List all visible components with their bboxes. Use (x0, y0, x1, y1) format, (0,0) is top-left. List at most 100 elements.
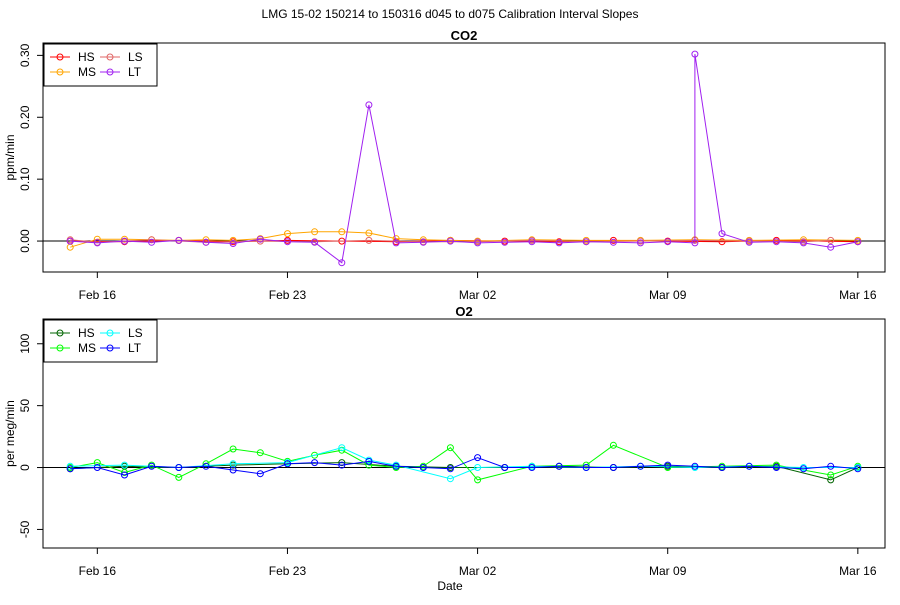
co2-panel: CO2 ppm/min 0.00 0.10 0.20 0.30 Feb 16 Feb 23 Ma… (3, 28, 886, 302)
data-point (229, 445, 237, 453)
data-point (718, 238, 726, 246)
data-point (365, 457, 373, 465)
data-point (175, 464, 183, 471)
x-tick-label: Mar 16 (839, 288, 877, 302)
data-point (148, 238, 156, 246)
data-point (501, 464, 509, 471)
data-point (419, 238, 427, 246)
data-point (609, 441, 617, 449)
data-point (582, 464, 590, 471)
data-point (745, 238, 753, 246)
data-point (691, 462, 699, 470)
data-point (93, 464, 101, 471)
x-tick-label: Mar 16 (839, 564, 877, 578)
y-axis-label: ppm/min (3, 134, 17, 180)
x-tick-label: Feb 23 (269, 288, 307, 302)
legend-box (43, 319, 158, 363)
data-point (474, 464, 482, 471)
legend-swatch-marker (56, 329, 64, 337)
y-tick-label: 0.10 (18, 167, 32, 191)
data-point (637, 462, 644, 470)
data-point (772, 464, 780, 471)
data-point (827, 476, 835, 484)
legend-swatch-marker (106, 344, 114, 352)
data-point (93, 239, 101, 247)
data-point (772, 238, 780, 246)
data-point (66, 465, 74, 473)
data-point (365, 229, 373, 237)
data-point (446, 475, 454, 483)
y-tick-label: -50 (18, 520, 32, 538)
data-point (202, 462, 210, 470)
y-tick-label: 50 (18, 399, 32, 413)
legend-swatch-marker (106, 329, 114, 337)
data-point (338, 444, 346, 452)
legend-entry-label: MS (78, 65, 96, 79)
y-tick-label: 100 (18, 333, 32, 353)
data-point (609, 238, 617, 246)
legend-entry-label: LT (128, 65, 142, 79)
data-point (419, 464, 427, 471)
data-point (800, 465, 807, 473)
data-point (121, 461, 128, 469)
data-point (528, 238, 536, 246)
legend-entry-label: MS (78, 341, 96, 355)
data-point (501, 238, 509, 246)
data-point (256, 470, 264, 478)
data-point (691, 239, 699, 247)
data-point (446, 465, 454, 473)
data-point (229, 466, 237, 474)
data-point (256, 237, 264, 245)
panel-title: CO2 (451, 28, 478, 43)
data-point (582, 461, 590, 469)
y-tick-label: 0.30 (18, 43, 32, 67)
series-line-ls (70, 239, 831, 243)
plot-frame (42, 42, 886, 273)
data-point (474, 476, 482, 484)
data-point (555, 462, 563, 470)
data-point (365, 236, 373, 244)
data-point (311, 459, 319, 467)
legend-entry-label: LS (128, 326, 143, 340)
x-tick-label: Mar 02 (459, 564, 497, 578)
data-point (66, 462, 74, 470)
data-point (121, 471, 128, 479)
x-tick-label: Feb 16 (79, 288, 117, 302)
data-point (664, 461, 672, 469)
data-point (338, 461, 346, 469)
legend: HS LS MS LT (43, 319, 158, 363)
data-point (718, 230, 726, 238)
legend-entry-label: LS (128, 50, 143, 64)
data-point (121, 235, 128, 243)
legend-entry-label: HS (78, 326, 95, 340)
legend-entry-label: HS (78, 50, 95, 64)
data-point (772, 461, 780, 469)
x-tick-label: Mar 02 (459, 288, 497, 302)
data-point (664, 464, 672, 471)
data-point (637, 239, 644, 247)
data-point (582, 238, 590, 246)
data-point (365, 101, 373, 109)
data-point (284, 230, 291, 238)
data-point (284, 460, 291, 468)
x-tick-label: Feb 23 (269, 564, 307, 578)
data-point (854, 238, 862, 246)
data-point (175, 473, 183, 481)
data-point (256, 235, 264, 243)
figure-x-axis-label: Date (437, 579, 463, 593)
data-point (338, 228, 346, 236)
data-point (284, 238, 291, 246)
series-line-lt (70, 54, 858, 264)
series-line-hs (70, 462, 859, 481)
data-point (474, 239, 482, 247)
legend-box (43, 43, 158, 87)
series-line-lt (70, 457, 858, 476)
data-point (854, 465, 862, 473)
data-point (311, 238, 319, 246)
data-point (392, 239, 400, 247)
x-tick-label: Mar 09 (649, 288, 687, 302)
y-tick-label: 0.20 (18, 105, 32, 129)
data-point (446, 444, 454, 452)
data-point (446, 237, 454, 245)
data-point (555, 239, 563, 247)
